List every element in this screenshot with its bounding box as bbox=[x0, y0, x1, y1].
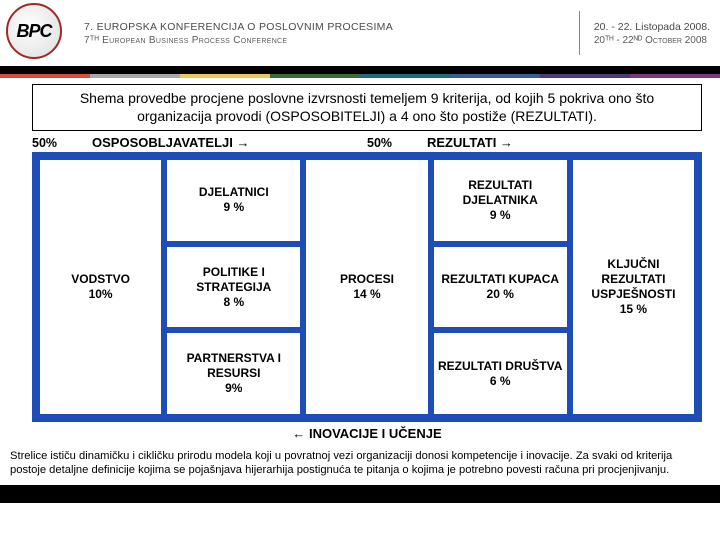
box-processes: PROCESI 14 % bbox=[306, 160, 427, 414]
footer-text: Strelice ističu dinamičku i cikličku pri… bbox=[10, 449, 702, 477]
header-dates: 20. - 22. Listopada 2008. 20ᵀᴴ - 22ᴺᴰ Oc… bbox=[594, 21, 720, 46]
left-pct: 50% bbox=[32, 136, 92, 150]
header-divider bbox=[579, 11, 580, 55]
col-leadership: VODSTVO 10% bbox=[40, 160, 161, 414]
box-customer-results: REZULTATI KUPACA 20 % bbox=[434, 247, 567, 328]
box-key-results: KLJUČNI REZULTATI USPJEŠNOSTI 15 % bbox=[573, 160, 694, 414]
box-label: VODSTVO bbox=[71, 272, 130, 287]
box-pct: 9 % bbox=[490, 208, 511, 223]
right-label: REZULTATI → bbox=[427, 135, 513, 150]
col-enablers-mid: DJELATNICI 9 % POLITIKE I STRATEGIJA 8 %… bbox=[167, 160, 300, 414]
header-titles: 7. Europska konferencija o poslovnim pro… bbox=[66, 21, 565, 46]
conference-title-en: 7ᵀᴴ European Business Process Conference bbox=[84, 35, 565, 46]
col-key-results: KLJUČNI REZULTATI USPJEŠNOSTI 15 % bbox=[573, 160, 694, 414]
box-society-results: REZULTATI DRUŠTVA 6 % bbox=[434, 333, 567, 414]
color-strip bbox=[0, 74, 720, 78]
box-pct: 9% bbox=[225, 381, 242, 396]
box-label: PARTNERSTVA I RESURSI bbox=[171, 351, 296, 381]
box-pct: 14 % bbox=[353, 287, 380, 302]
box-partnerships: PARTNERSTVA I RESURSI 9% bbox=[167, 333, 300, 414]
box-label: REZULTATI DRUŠTVA bbox=[438, 359, 562, 374]
box-pct: 6 % bbox=[490, 374, 511, 389]
box-pct: 10% bbox=[89, 287, 113, 302]
dates-hr: 20. - 22. Listopada 2008. bbox=[594, 21, 710, 33]
col-results-mid: REZULTATI DJELATNIKA 9 % REZULTATI KUPAC… bbox=[434, 160, 567, 414]
footer-bar bbox=[0, 485, 720, 503]
box-label: REZULTATI KUPACA bbox=[441, 272, 559, 287]
bpc-logo: BPC bbox=[6, 3, 66, 63]
innovation-label: ← INOVACIJE I UČENJE bbox=[32, 426, 702, 441]
title-box: Shema provedbe procjene poslovne izvrsno… bbox=[32, 84, 702, 131]
col-processes: PROCESI 14 % bbox=[306, 160, 427, 414]
box-label: PROCESI bbox=[340, 272, 394, 287]
box-people-results: REZULTATI DJELATNIKA 9 % bbox=[434, 160, 567, 241]
box-pct: 20 % bbox=[487, 287, 514, 302]
box-label: KLJUČNI REZULTATI USPJEŠNOSTI bbox=[577, 257, 690, 302]
box-policy: POLITIKE I STRATEGIJA 8 % bbox=[167, 247, 300, 328]
right-pct: 50% bbox=[367, 136, 427, 150]
box-people: DJELATNICI 9 % bbox=[167, 160, 300, 241]
box-label: REZULTATI DJELATNIKA bbox=[438, 178, 563, 208]
box-label: DJELATNICI bbox=[199, 185, 269, 200]
box-pct: 8 % bbox=[223, 295, 244, 310]
box-pct: 15 % bbox=[620, 302, 647, 317]
section-headers: 50% OSPOSOBLJAVATELJI → 50% REZULTATI → bbox=[32, 135, 702, 150]
box-pct: 9 % bbox=[223, 200, 244, 215]
box-leadership: VODSTVO 10% bbox=[40, 160, 161, 414]
header-bar: BPC 7. Europska konferencija o poslovnim… bbox=[0, 0, 720, 66]
conference-title-hr: 7. Europska konferencija o poslovnim pro… bbox=[84, 21, 565, 33]
efqm-diagram: VODSTVO 10% DJELATNICI 9 % POLITIKE I ST… bbox=[32, 152, 702, 422]
logo-text: BPC bbox=[16, 21, 51, 42]
box-label: POLITIKE I STRATEGIJA bbox=[171, 265, 296, 295]
dates-en: 20ᵀᴴ - 22ᴺᴰ October 2008 bbox=[594, 35, 710, 46]
left-label: OSPOSOBLJAVATELJI → bbox=[92, 135, 249, 150]
